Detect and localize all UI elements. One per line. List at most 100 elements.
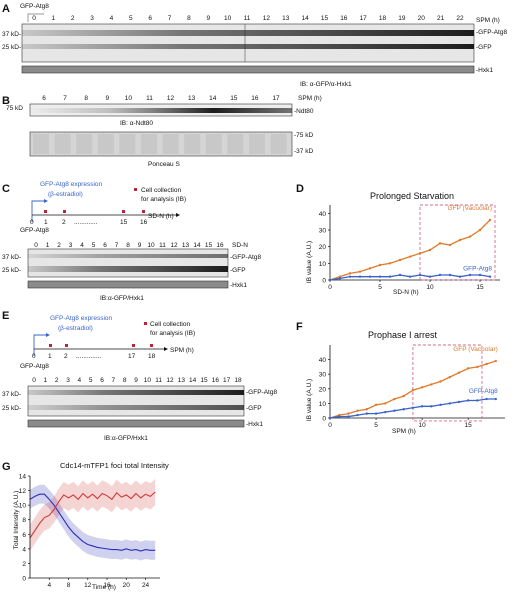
- lane-label: 8: [187, 15, 191, 22]
- panel-a-mw-37: 37 kD-: [2, 31, 21, 38]
- panel-a-band-label-hxk1: -Hxk1: [476, 67, 493, 74]
- series-band-0: [30, 484, 156, 561]
- data-point: [418, 252, 422, 255]
- data-point: [411, 389, 415, 392]
- panel-f-letter: F: [296, 321, 303, 333]
- panel-c-mw-25: 25 kD-: [2, 267, 21, 274]
- x-tick-label: 4: [47, 582, 51, 589]
- data-point: [388, 275, 392, 278]
- panel-a-blot-hxk1: [21, 65, 475, 74]
- data-point: [439, 380, 442, 383]
- data-point: [348, 272, 352, 275]
- lane-label: 22: [456, 15, 464, 22]
- lane-label: 13: [188, 95, 196, 102]
- panel-c-induction-arrow: [31, 200, 44, 222]
- lane-label: 17: [223, 377, 231, 384]
- y-tick-label: 2: [22, 561, 26, 568]
- ponceau-lane: [184, 134, 201, 154]
- series-label-vacuolar: GFP (Vacuolar): [453, 346, 498, 353]
- data-point: [494, 397, 497, 401]
- data-point: [365, 412, 369, 415]
- data-point: [448, 243, 452, 247]
- panel-b-unit: SPM (h): [298, 95, 322, 102]
- panel-b-band-label: -Ndt80: [294, 108, 314, 115]
- lane-label: 9: [138, 242, 142, 249]
- lane-label: 14: [209, 95, 217, 102]
- data-point: [458, 238, 462, 242]
- lane-label: 13: [282, 15, 290, 22]
- panel-f-chart: F Prophase I arrest IB value (A.U.) SPM …: [296, 321, 505, 435]
- ponceau-lane: [141, 134, 157, 154]
- data-point: [448, 375, 451, 379]
- panel-e-legend-line2: for analysis (IB): [150, 330, 195, 337]
- lane-label: 7: [115, 242, 119, 249]
- lane-label: 11: [155, 377, 162, 384]
- panel-c-legend-line1: Cell collection: [141, 187, 181, 194]
- data-point: [488, 275, 492, 278]
- panel-a-blot: [21, 23, 475, 63]
- panel-f-ylabel: IB value (A.U.): [306, 379, 313, 421]
- data-point: [402, 394, 405, 398]
- panel-e-legend-dot: [144, 322, 147, 325]
- highlight-box: [412, 344, 483, 422]
- panel-f-xlabel: SPM (h): [392, 428, 416, 435]
- lane-label: 14: [189, 377, 197, 384]
- y-tick-label: 12: [19, 488, 27, 495]
- lane-label: 20: [418, 15, 426, 22]
- panel-a-band-atg8: [22, 30, 474, 36]
- panel-c-blot: [27, 248, 229, 278]
- series-label-vacuolar: GFP (Vacuolar): [447, 205, 492, 212]
- lane-label: 16: [216, 242, 224, 249]
- lane-label: 9: [105, 95, 109, 102]
- y-tick-label: 40: [319, 357, 327, 364]
- panel-a-unit: SPM (h): [476, 17, 500, 24]
- data-point: [388, 262, 392, 265]
- lane-label: 12: [167, 95, 175, 102]
- panel-a-letter: A: [2, 3, 10, 15]
- panel-c-scheme-title: GFP-Atg8 expression: [40, 181, 103, 188]
- x-tick-label: 24: [142, 582, 150, 589]
- lane-label: 7: [112, 377, 116, 384]
- panel-c-band-gfp: [28, 266, 228, 272]
- panel-c-legend-dot: [134, 188, 137, 191]
- data-point: [393, 409, 396, 412]
- panel-e-mw-37: 37 kD-: [2, 391, 21, 398]
- data-point: [466, 367, 470, 370]
- lane-label: 6: [148, 15, 152, 22]
- panel-e-collect-dot: [132, 344, 135, 347]
- x-tick-label: 5: [378, 284, 382, 291]
- lane-label: 7: [63, 95, 67, 102]
- lane-label: 18: [379, 15, 387, 22]
- data-point: [476, 399, 479, 402]
- data-point: [411, 406, 415, 409]
- lane-label: 1: [52, 15, 56, 22]
- panel-a-lane-labels: 0 1 2 3 4 5 6 7 8 9 10 11 12 13 14 15 16 17 18 19 20 21 22: [32, 15, 464, 22]
- ponceau-lane: [33, 134, 49, 154]
- series-label-atg8: GFP-Atg8: [463, 266, 492, 273]
- panel-e-band-atg8: [28, 390, 244, 395]
- data-point: [466, 399, 470, 402]
- data-point: [338, 415, 341, 418]
- x-tick-label: 15: [465, 422, 473, 429]
- panel-b-stain-mw-37: -37 kD: [294, 148, 313, 155]
- panel-e-band-gfp: [28, 405, 244, 410]
- data-point: [398, 258, 402, 262]
- lane-label: 13: [178, 377, 186, 384]
- panel-b-stain-label: Ponceau S: [148, 161, 180, 168]
- data-point: [468, 235, 472, 238]
- lane-label: 3: [66, 377, 70, 384]
- lane-label: 9: [134, 377, 138, 384]
- data-point: [457, 400, 461, 404]
- panel-e: E GFP-Atg8 expression (β-estradiol) Cell…: [2, 310, 277, 442]
- lane-label: 10: [147, 242, 155, 249]
- panel-c-collect-dot: [122, 210, 125, 213]
- data-point: [485, 397, 488, 401]
- data-point: [448, 273, 452, 277]
- data-point: [428, 248, 432, 252]
- lane-label: 17: [360, 15, 368, 22]
- panel-b-stain-mw-75: -75 kD: [294, 132, 313, 139]
- data-point: [348, 275, 352, 278]
- y-tick-label: 4: [22, 546, 26, 553]
- panel-e-band-label-hxk1: -Hxk1: [246, 421, 263, 428]
